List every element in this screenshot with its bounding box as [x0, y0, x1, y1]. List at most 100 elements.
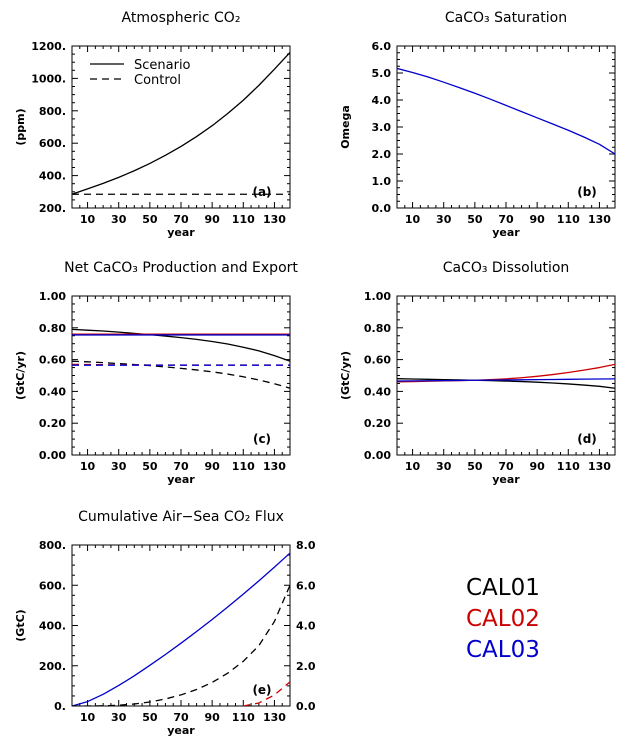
plot-frame: [71, 544, 291, 707]
series-line-b-0: [397, 67, 615, 155]
x-axis-label: year: [167, 724, 195, 737]
y-tick-label: 1.00: [364, 290, 391, 303]
y-tick-label: 1200.: [31, 40, 66, 53]
x-tick-label: 130: [588, 213, 611, 226]
series-line-c-1: [72, 360, 290, 389]
y2-tick-label: 0.0: [296, 700, 316, 713]
x-tick-label: 50: [142, 213, 158, 226]
x-tick-label: 110: [557, 460, 580, 473]
x-axis-label: year: [492, 226, 520, 239]
panel-e: 10 30 50 70 90 110 130 0. 200. 400. 600. 800. 0.0 2.0…: [14, 509, 316, 737]
panel-title: CaCO₃ Dissolution: [443, 260, 570, 276]
y-tick-label: 400.: [39, 170, 66, 183]
y-tick-label: 1000.: [31, 72, 66, 85]
legend-entry-cal01: CAL01: [466, 575, 540, 601]
y-axis-label: (GtC): [14, 609, 27, 641]
y-tick-label: 5.0: [372, 67, 392, 80]
y-tick-label: 0.40: [364, 385, 391, 398]
x-axis-label: year: [492, 473, 520, 486]
x-tick-label: 70: [173, 213, 189, 226]
y-axis-label: (GtC/yr): [339, 351, 352, 400]
series-group: [72, 552, 290, 706]
panel-label: (a): [252, 185, 271, 199]
x-tick-label: 30: [111, 711, 127, 724]
panel-label: (b): [577, 185, 597, 199]
x-tick-label: 50: [142, 460, 158, 473]
x-axis-label: year: [167, 226, 195, 239]
y-tick-label: 0.20: [39, 417, 66, 430]
y-tick-label: 600.: [39, 137, 66, 150]
panel-title: Cumulative Air−Sea CO₂ Flux: [78, 509, 284, 525]
x-axis-label: year: [167, 473, 195, 486]
x-tick-label: 70: [173, 460, 189, 473]
x-tick-label: 10: [80, 711, 96, 724]
panel-title: Net CaCO₃ Production and Export: [64, 260, 298, 276]
x-tick-label: 90: [204, 711, 220, 724]
series-line-c-0: [72, 328, 290, 362]
y-tick-label: 0.: [54, 700, 66, 713]
x-tick-label: 30: [436, 213, 452, 226]
x-tick-label: 70: [173, 711, 189, 724]
panel-d: 10 30 50 70 90 110 130 0.00 0.20 0.40 0.60 0.80 1.00…: [339, 260, 616, 486]
y-tick-label: 0.40: [39, 385, 66, 398]
y-tick-label: 2.0: [372, 148, 392, 161]
y-tick-label: 4.0: [372, 94, 392, 107]
x-tick-label: 70: [498, 460, 514, 473]
panel-label: (c): [253, 432, 271, 446]
y-tick-label: 200.: [39, 660, 66, 673]
y-tick-label: 0.60: [39, 354, 66, 367]
y-tick-label: 0.80: [39, 322, 66, 335]
series-group: [72, 52, 290, 195]
y-tick-label: 1.0: [372, 175, 392, 188]
x-tick-label: 50: [467, 213, 483, 226]
series-line-e-0: [72, 552, 290, 706]
series-group: [72, 328, 290, 389]
y-tick-label: 800.: [39, 539, 66, 552]
x-tick-label: 130: [588, 460, 611, 473]
legend-label: Scenario: [134, 58, 191, 73]
x-tick-label: 50: [467, 460, 483, 473]
legend-entry-cal02: CAL02: [466, 606, 540, 632]
y-tick-label: 6.0: [372, 40, 392, 53]
series-line-d-0: [397, 378, 615, 389]
panel-label: (e): [252, 683, 271, 697]
x-tick-label: 90: [204, 213, 220, 226]
x-tick-label: 110: [232, 460, 255, 473]
panel-b: 10 30 50 70 90 110 130 0.0 1.0 2.0 3.0 4.0 5.0 6.0 CaC…: [339, 10, 616, 239]
y-tick-label: 0.00: [364, 449, 391, 462]
x-tick-label: 10: [80, 460, 96, 473]
y-tick-label: 0.60: [364, 354, 391, 367]
plot-frame: [396, 45, 616, 209]
panel-c: 10 30 50 70 90 110 130 0.00 0.20 0.40 0.60 0.80 1.00…: [14, 260, 298, 486]
x-tick-label: 110: [232, 213, 255, 226]
series-group: [397, 67, 615, 155]
x-tick-label: 130: [263, 460, 286, 473]
y-tick-label: 200.: [39, 202, 66, 215]
y-tick-label: 0.80: [364, 322, 391, 335]
x-tick-label: 130: [263, 213, 286, 226]
y-tick-label: 800.: [39, 105, 66, 118]
y-axis-label: (ppm): [14, 108, 27, 145]
y-axis-label: Omega: [339, 105, 352, 149]
panel-label: (d): [577, 432, 597, 446]
x-tick-label: 30: [111, 213, 127, 226]
y-tick-label: 3.0: [372, 121, 392, 134]
y-tick-label: 400.: [39, 620, 66, 633]
y-tick-label: 600.: [39, 579, 66, 592]
x-tick-label: 90: [204, 460, 220, 473]
y-tick-label: 1.00: [39, 290, 66, 303]
x-tick-label: 10: [405, 460, 421, 473]
panel-title: Atmospheric CO₂: [122, 10, 241, 26]
x-tick-label: 50: [142, 711, 158, 724]
legend-entry-cal03: CAL03: [466, 637, 540, 663]
x-tick-label: 70: [498, 213, 514, 226]
y2-tick-label: 2.0: [296, 660, 316, 673]
x-tick-label: 30: [436, 460, 452, 473]
y2-tick-label: 4.0: [296, 620, 316, 633]
y-tick-label: 0.20: [364, 417, 391, 430]
series-line-e-1: [72, 584, 290, 706]
series-line-a-0: [72, 52, 290, 195]
y2-tick-label: 6.0: [296, 579, 316, 592]
